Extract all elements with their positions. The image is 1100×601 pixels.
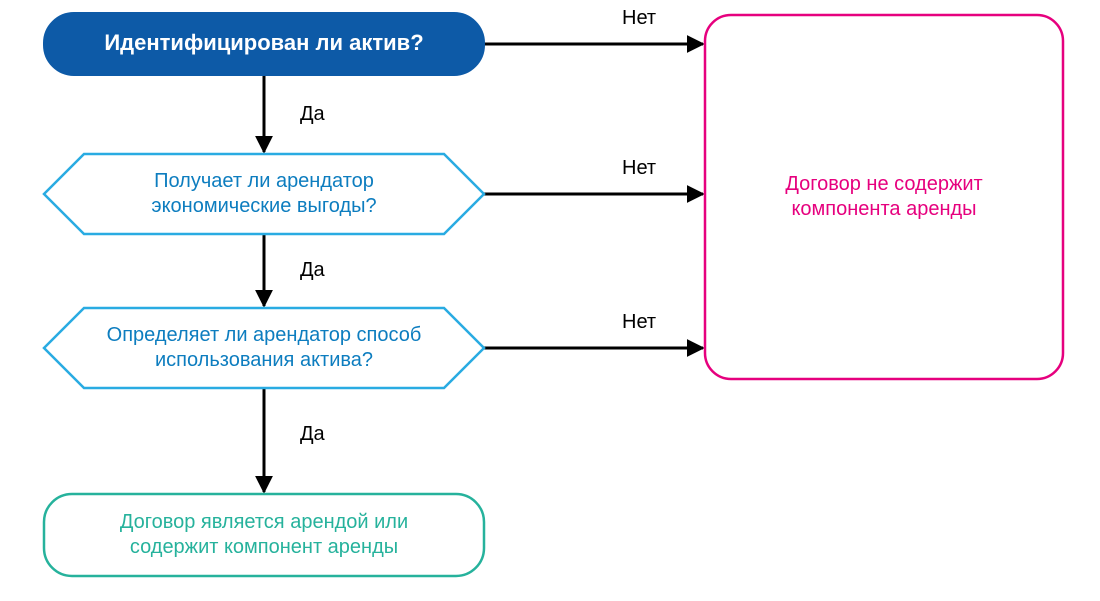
edge-label-e4: Нет [622,7,656,29]
node-text-n3-1: использования актива? [155,349,373,371]
node-n2: Получает ли арендатор экономические выгод… [44,154,484,234]
node-n5: Договор не содержит компонента аренды [705,15,1063,379]
node-n4: Договор является арендой или содержит ком… [44,494,484,576]
edge-label-e5: Нет [622,157,656,179]
flowchart-canvas: Да Да Да Нет Нет Нет Идентифицирован ли актив?… [0,0,1100,601]
node-n1: Идентифицирован ли актив? [44,13,484,75]
edge-label-e3: Да [300,423,326,445]
node-text-n2-1: экономические выгоды? [151,195,376,217]
node-text-n4-1: содержит компонент аренды [130,536,398,558]
edge-label-e2: Да [300,259,326,281]
node-text-n4-0: Договор является арендой или [120,511,408,533]
node-text-n1-0: Идентифицирован ли актив? [104,30,423,55]
node-text-n2-0: Получает ли арендатор [154,170,374,192]
node-text-n5-1: компонента аренды [791,198,976,220]
edge-label-e1: Да [300,103,326,125]
edge-label-e6: Нет [622,311,656,333]
node-text-n3-0: Определяет ли арендатор способ [107,324,422,346]
node-n3: Определяет ли арендатор способ использова… [44,308,484,388]
node-text-n5-0: Договор не содержит [785,173,982,195]
